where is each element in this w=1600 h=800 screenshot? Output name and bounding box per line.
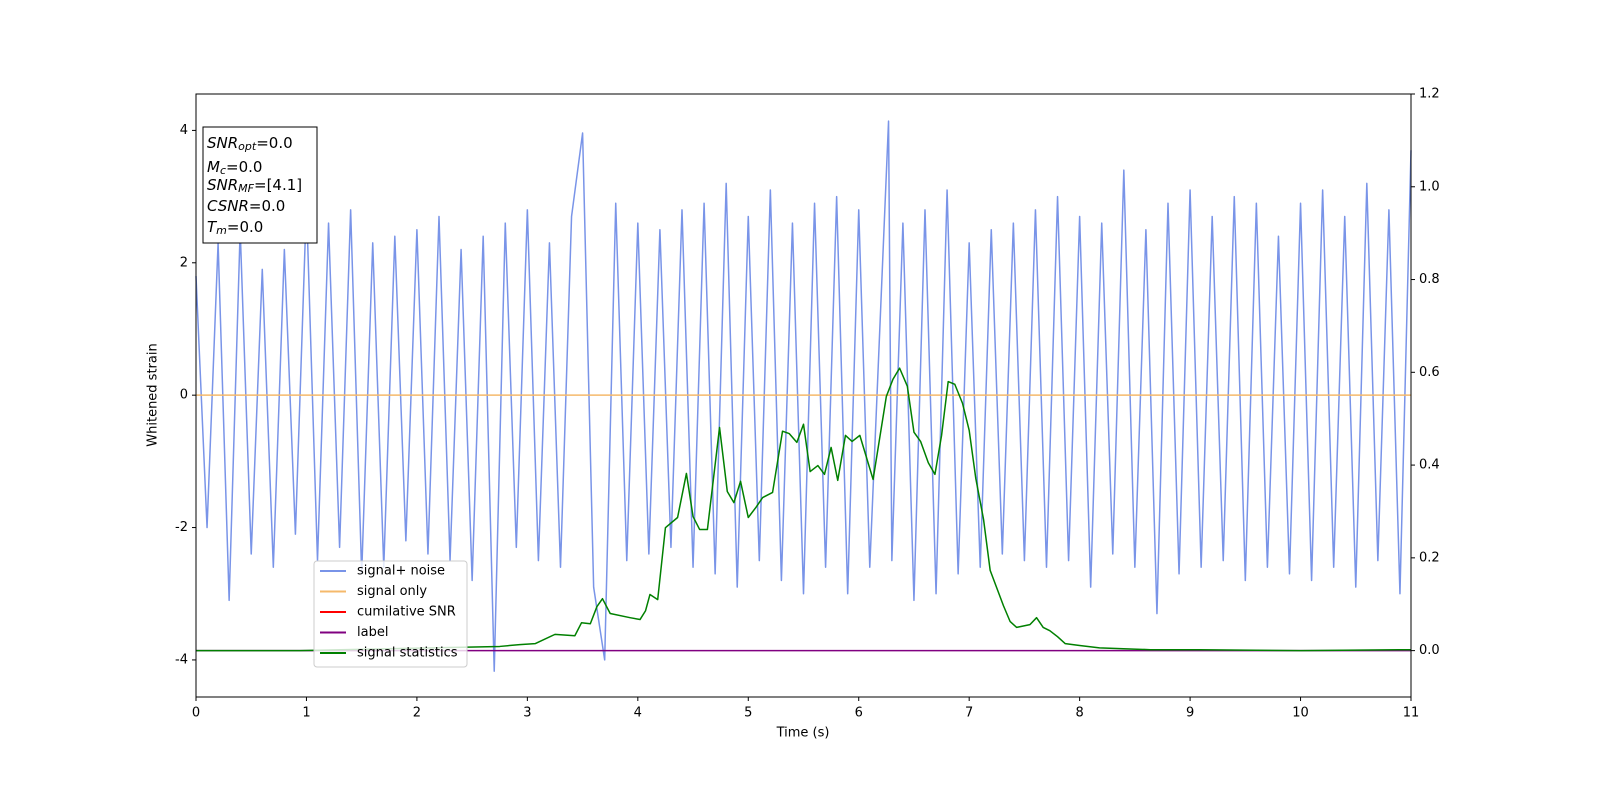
legend-label: cumilative SNR (357, 605, 456, 620)
y2-tick-label: 0.2 (1419, 550, 1440, 565)
annotation-line: CSNR=0.0 (207, 197, 285, 215)
legend-label: signal only (357, 584, 427, 599)
legend-frame (313, 560, 468, 668)
annotation-value: =[4.1] (254, 176, 302, 194)
annotation-line: Mc=0.0 (207, 158, 262, 178)
annotation-line: SNRMF=[4.1] (207, 176, 302, 196)
y2-tick-label: 1.0 (1419, 179, 1440, 194)
series-line (196, 367, 1412, 652)
x-tick-label: 7 (965, 706, 973, 721)
annotation-symbol: M (207, 158, 220, 176)
y-tick-label: -4 (175, 652, 188, 667)
x-tick-label: 5 (744, 706, 752, 721)
x-tick-label: 6 (855, 706, 863, 721)
annotation-symbol: SNR (207, 134, 238, 152)
legend-label: signal+ noise (357, 564, 445, 579)
annotation-box: SNRopt=0.0Mc=0.0SNRMF=[4.1]CSNR=0.0Tm=0.… (202, 126, 318, 244)
annotation-symbol: SNR (207, 176, 238, 194)
series-line (195, 120, 1412, 672)
annotation-frame (202, 126, 318, 244)
annotation-subscript: opt (238, 140, 257, 153)
y2-tick-label: 0.8 (1419, 272, 1440, 287)
y-tick-label: -2 (175, 520, 188, 535)
x-tick-label: 4 (634, 706, 642, 721)
annotation-symbol: T (207, 218, 218, 236)
x-axis-label: Time (s) (776, 726, 830, 741)
annotation-symbol: CSNR (207, 197, 249, 215)
x-tick-label: 3 (523, 706, 531, 721)
y2-tick-label: 0.4 (1419, 458, 1440, 473)
y2-tick-label: 1.2 (1419, 87, 1440, 102)
annotation-value: =0.0 (226, 158, 262, 176)
annotation-value: =0.0 (227, 218, 263, 236)
annotation-subscript: c (220, 164, 226, 177)
y-tick-label: 0 (180, 388, 188, 403)
x-tick-label: 9 (1186, 706, 1194, 721)
annotation-line: Tm=0.0 (207, 218, 263, 238)
annotation-subscript: MF (238, 182, 254, 195)
legend: signal+ noise signal only cumilative SNR la… (313, 560, 468, 668)
legend-label: signal statistics (357, 646, 458, 661)
x-tick-label: 1 (302, 706, 310, 721)
annotation-value: =0.0 (249, 197, 285, 215)
annotation-value: =0.0 (256, 134, 292, 152)
y-tick-label: 4 (180, 123, 188, 138)
x-tick-label: 8 (1075, 706, 1083, 721)
x-tick-label: 10 (1292, 706, 1309, 721)
y2-tick-label: 0.6 (1419, 365, 1440, 380)
x-tick-label: 2 (413, 706, 421, 721)
x-tick-label: 11 (1403, 706, 1420, 721)
y2-tick-label: 0.0 (1419, 643, 1440, 658)
x-tick-label: 0 (192, 706, 200, 721)
y-tick-label: 2 (180, 255, 188, 270)
annotation-subscript: m (216, 224, 227, 237)
annotation-line: SNRopt=0.0 (207, 134, 293, 154)
y-axis-label: Whitened strain (146, 343, 161, 446)
legend-label: label (357, 625, 388, 640)
